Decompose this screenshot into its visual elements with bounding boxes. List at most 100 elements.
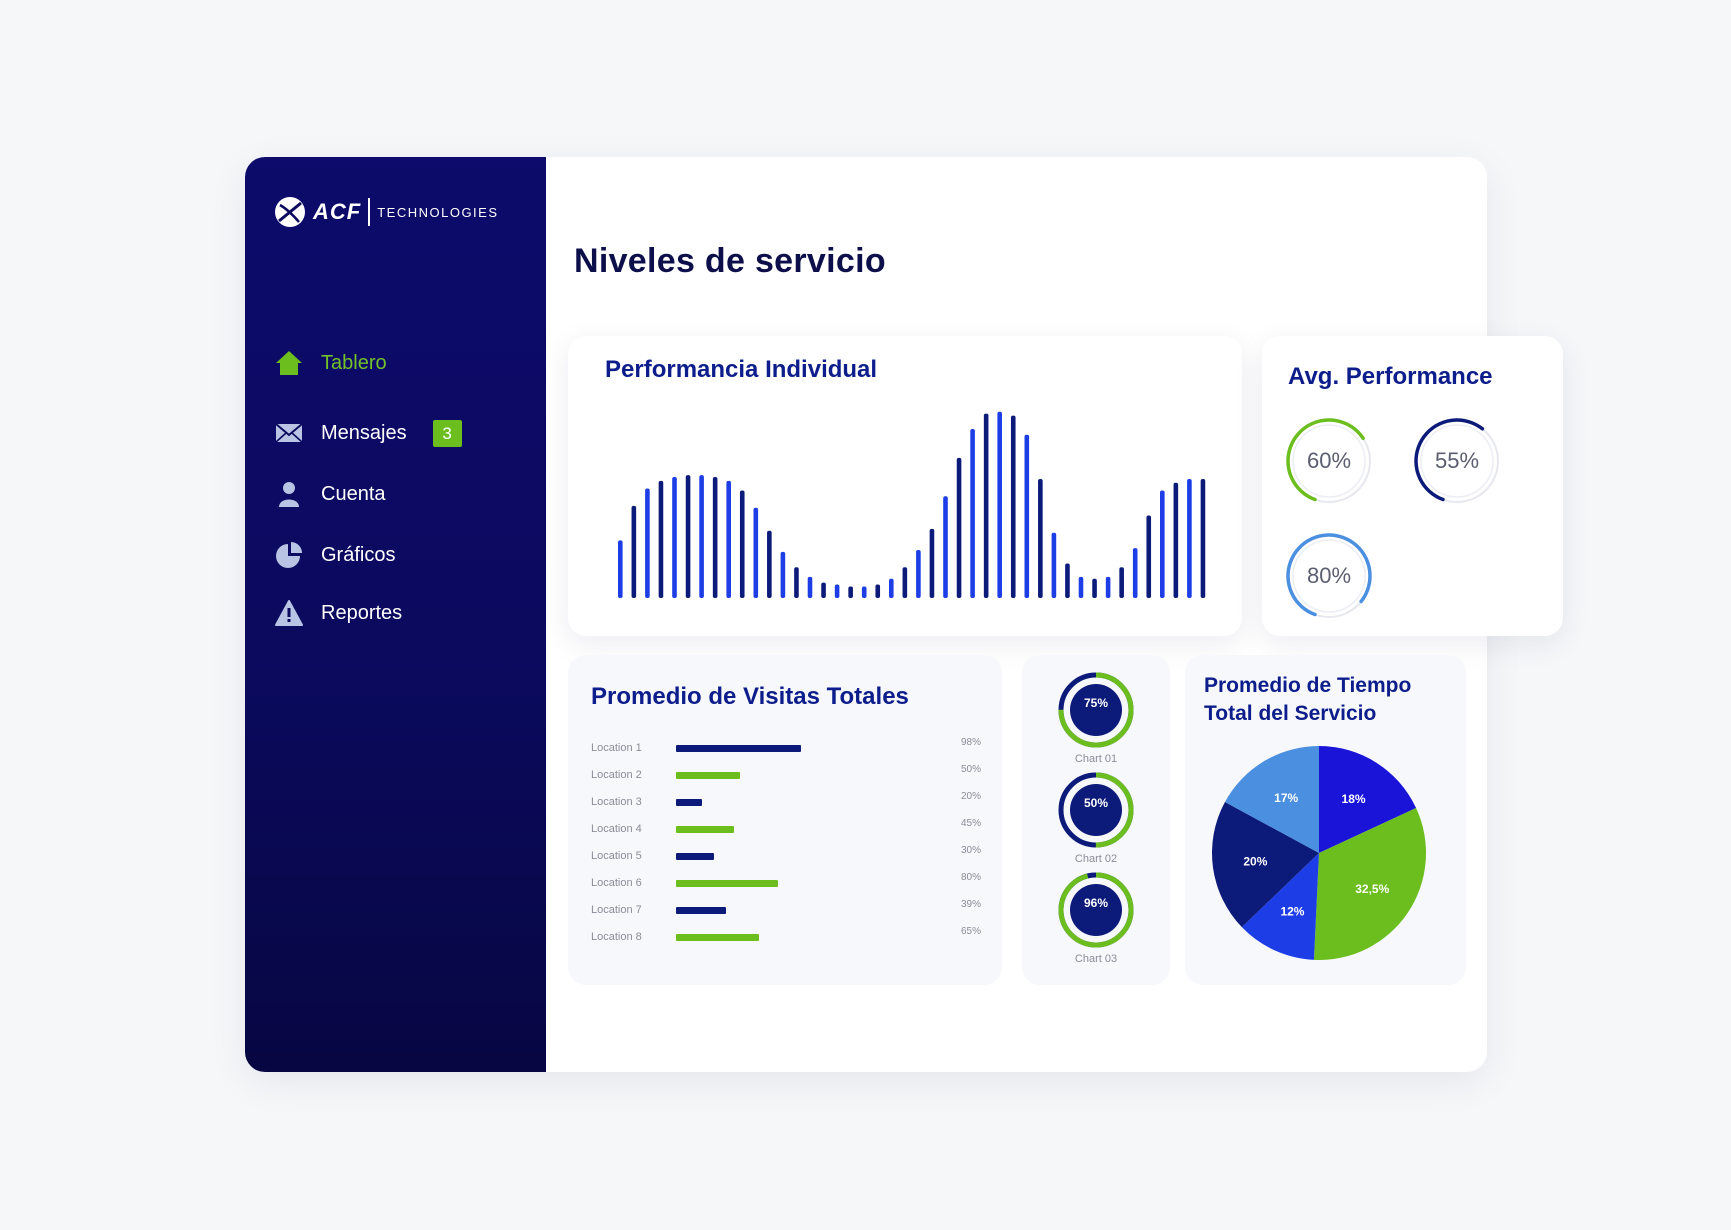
performance-bar bbox=[889, 578, 894, 598]
mini-chart-1[interactable]: 75% Chart 01 bbox=[1057, 671, 1135, 765]
visits-row: Location 2 50% bbox=[591, 764, 981, 784]
sidebar-item-tablero[interactable]: Tablero bbox=[273, 347, 387, 379]
mini-chart-label: Chart 03 bbox=[1074, 953, 1118, 965]
visits-row-label: Location 5 bbox=[591, 850, 642, 862]
visits-row: Location 4 45% bbox=[591, 818, 981, 838]
avg-ring-value: 55% bbox=[1434, 448, 1480, 473]
sidebar-item-graficos[interactable]: Gráficos bbox=[273, 539, 395, 571]
performance-bar bbox=[1173, 482, 1179, 598]
visits-row-value: 65% bbox=[960, 926, 981, 937]
performance-bar bbox=[767, 530, 772, 598]
performance-bar bbox=[875, 584, 881, 598]
performance-bar bbox=[685, 475, 691, 598]
avg-ring-value: 80% bbox=[1306, 563, 1352, 588]
performance-bar bbox=[834, 584, 840, 598]
visits-row-value: 98% bbox=[960, 737, 981, 748]
performance-bar bbox=[997, 411, 1002, 598]
visits-title: Promedio de Visitas Totales bbox=[591, 683, 909, 710]
performance-bar bbox=[956, 457, 962, 598]
sidebar-item-reportes[interactable]: Reportes bbox=[273, 597, 402, 629]
visits-row-value: 50% bbox=[960, 764, 981, 775]
brand-name: ACF bbox=[313, 199, 362, 224]
performance-bar bbox=[1132, 548, 1138, 598]
performance-bar bbox=[821, 582, 826, 598]
page-title: Niveles de servicio bbox=[574, 242, 886, 280]
visits-row-value: 80% bbox=[960, 872, 981, 883]
sidebar-item-label: Cuenta bbox=[321, 482, 386, 505]
home-icon bbox=[273, 347, 305, 379]
performance-bar bbox=[1024, 434, 1030, 598]
performance-bar bbox=[943, 496, 948, 598]
performance-bar bbox=[1146, 515, 1152, 598]
performance-bar-chart bbox=[618, 411, 1206, 598]
performance-bar bbox=[645, 488, 650, 598]
performance-bar bbox=[970, 429, 975, 598]
visits-row: Location 8 65% bbox=[591, 926, 981, 946]
sidebar-item-mensajes[interactable]: Mensajes 3 bbox=[273, 417, 462, 449]
performance-bar bbox=[916, 550, 921, 598]
messages-count-badge: 3 bbox=[432, 419, 462, 447]
visits-bar bbox=[676, 934, 760, 941]
performance-bar bbox=[983, 413, 989, 598]
pie-slice-label: 17% bbox=[1274, 791, 1298, 805]
sidebar: ACF TECHNOLOGIES Tablero Mensajes 3 Cuen… bbox=[245, 157, 546, 1072]
performance-bar bbox=[1200, 478, 1206, 598]
mini-chart-2[interactable]: 50% Chart 02 bbox=[1057, 771, 1135, 865]
visits-bar bbox=[676, 907, 726, 914]
mini-chart-label: Chart 02 bbox=[1074, 853, 1118, 865]
visits-bar bbox=[676, 826, 734, 833]
performance-bar bbox=[1065, 563, 1070, 598]
pie-slice-label: 20% bbox=[1243, 855, 1267, 869]
performance-bar bbox=[618, 540, 623, 598]
user-icon bbox=[273, 478, 305, 510]
service-time-title: Promedio de Tiempo Total del Servicio bbox=[1204, 674, 1412, 725]
mini-chart-label: Chart 01 bbox=[1074, 753, 1118, 765]
visits-row-value: 39% bbox=[960, 899, 981, 910]
sidebar-item-label: Gráficos bbox=[321, 543, 396, 566]
pie-slice bbox=[1212, 801, 1319, 928]
mini-chart-3[interactable]: 96% Chart 03 bbox=[1057, 871, 1135, 965]
visits-row: Location 5 30% bbox=[591, 845, 981, 865]
pie-slice-label: 18% bbox=[1342, 792, 1366, 806]
performance-bar bbox=[658, 480, 664, 598]
performance-bar bbox=[780, 551, 786, 598]
visits-row-label: Location 1 bbox=[591, 742, 642, 754]
mini-chart-value: 96% bbox=[1083, 896, 1109, 910]
performance-bar bbox=[739, 490, 745, 598]
avg-performance-title: Avg. Performance bbox=[1288, 363, 1493, 390]
sidebar-item-cuenta[interactable]: Cuenta bbox=[273, 478, 386, 510]
pie-slice-label: 32,5% bbox=[1355, 882, 1389, 896]
performance-bar bbox=[1092, 578, 1097, 598]
brand-subtitle: TECHNOLOGIES bbox=[377, 204, 499, 220]
performance-bar bbox=[672, 477, 677, 598]
envelope-icon bbox=[273, 417, 305, 449]
performance-bar bbox=[1187, 478, 1192, 598]
visits-row-value: 20% bbox=[960, 791, 981, 802]
pie-slice bbox=[1224, 746, 1319, 853]
sidebar-item-label: Reportes bbox=[321, 601, 403, 624]
performance-bar bbox=[1010, 415, 1016, 598]
pie-slice-label: 12% bbox=[1280, 904, 1304, 918]
performance-bar bbox=[753, 507, 759, 598]
performance-bar bbox=[712, 477, 718, 598]
brand-divider bbox=[368, 198, 371, 226]
visits-bar bbox=[676, 853, 715, 860]
avg-performance-card: Avg. Performance 60% 55% 80% bbox=[1262, 336, 1563, 636]
pie-slice bbox=[1319, 746, 1417, 853]
performance-bar bbox=[1038, 478, 1043, 598]
performance-bar bbox=[902, 567, 908, 598]
performance-bar bbox=[1119, 567, 1124, 598]
performance-bar bbox=[699, 475, 704, 598]
performance-bar bbox=[1078, 576, 1084, 598]
avg-ring-1: 60% bbox=[1284, 416, 1374, 506]
visits-row: Location 1 98% bbox=[591, 737, 981, 757]
visits-row-label: Location 4 bbox=[591, 823, 642, 835]
brand-logo[interactable]: ACF TECHNOLOGIES bbox=[273, 195, 499, 229]
performance-bar bbox=[929, 528, 935, 598]
performance-bar bbox=[631, 505, 637, 598]
visits-row: Location 3 20% bbox=[591, 791, 981, 811]
performance-bar bbox=[1105, 576, 1111, 598]
performance-bar bbox=[1160, 490, 1165, 598]
visits-row-value: 30% bbox=[960, 845, 981, 856]
mini-chart-value: 75% bbox=[1083, 696, 1109, 710]
